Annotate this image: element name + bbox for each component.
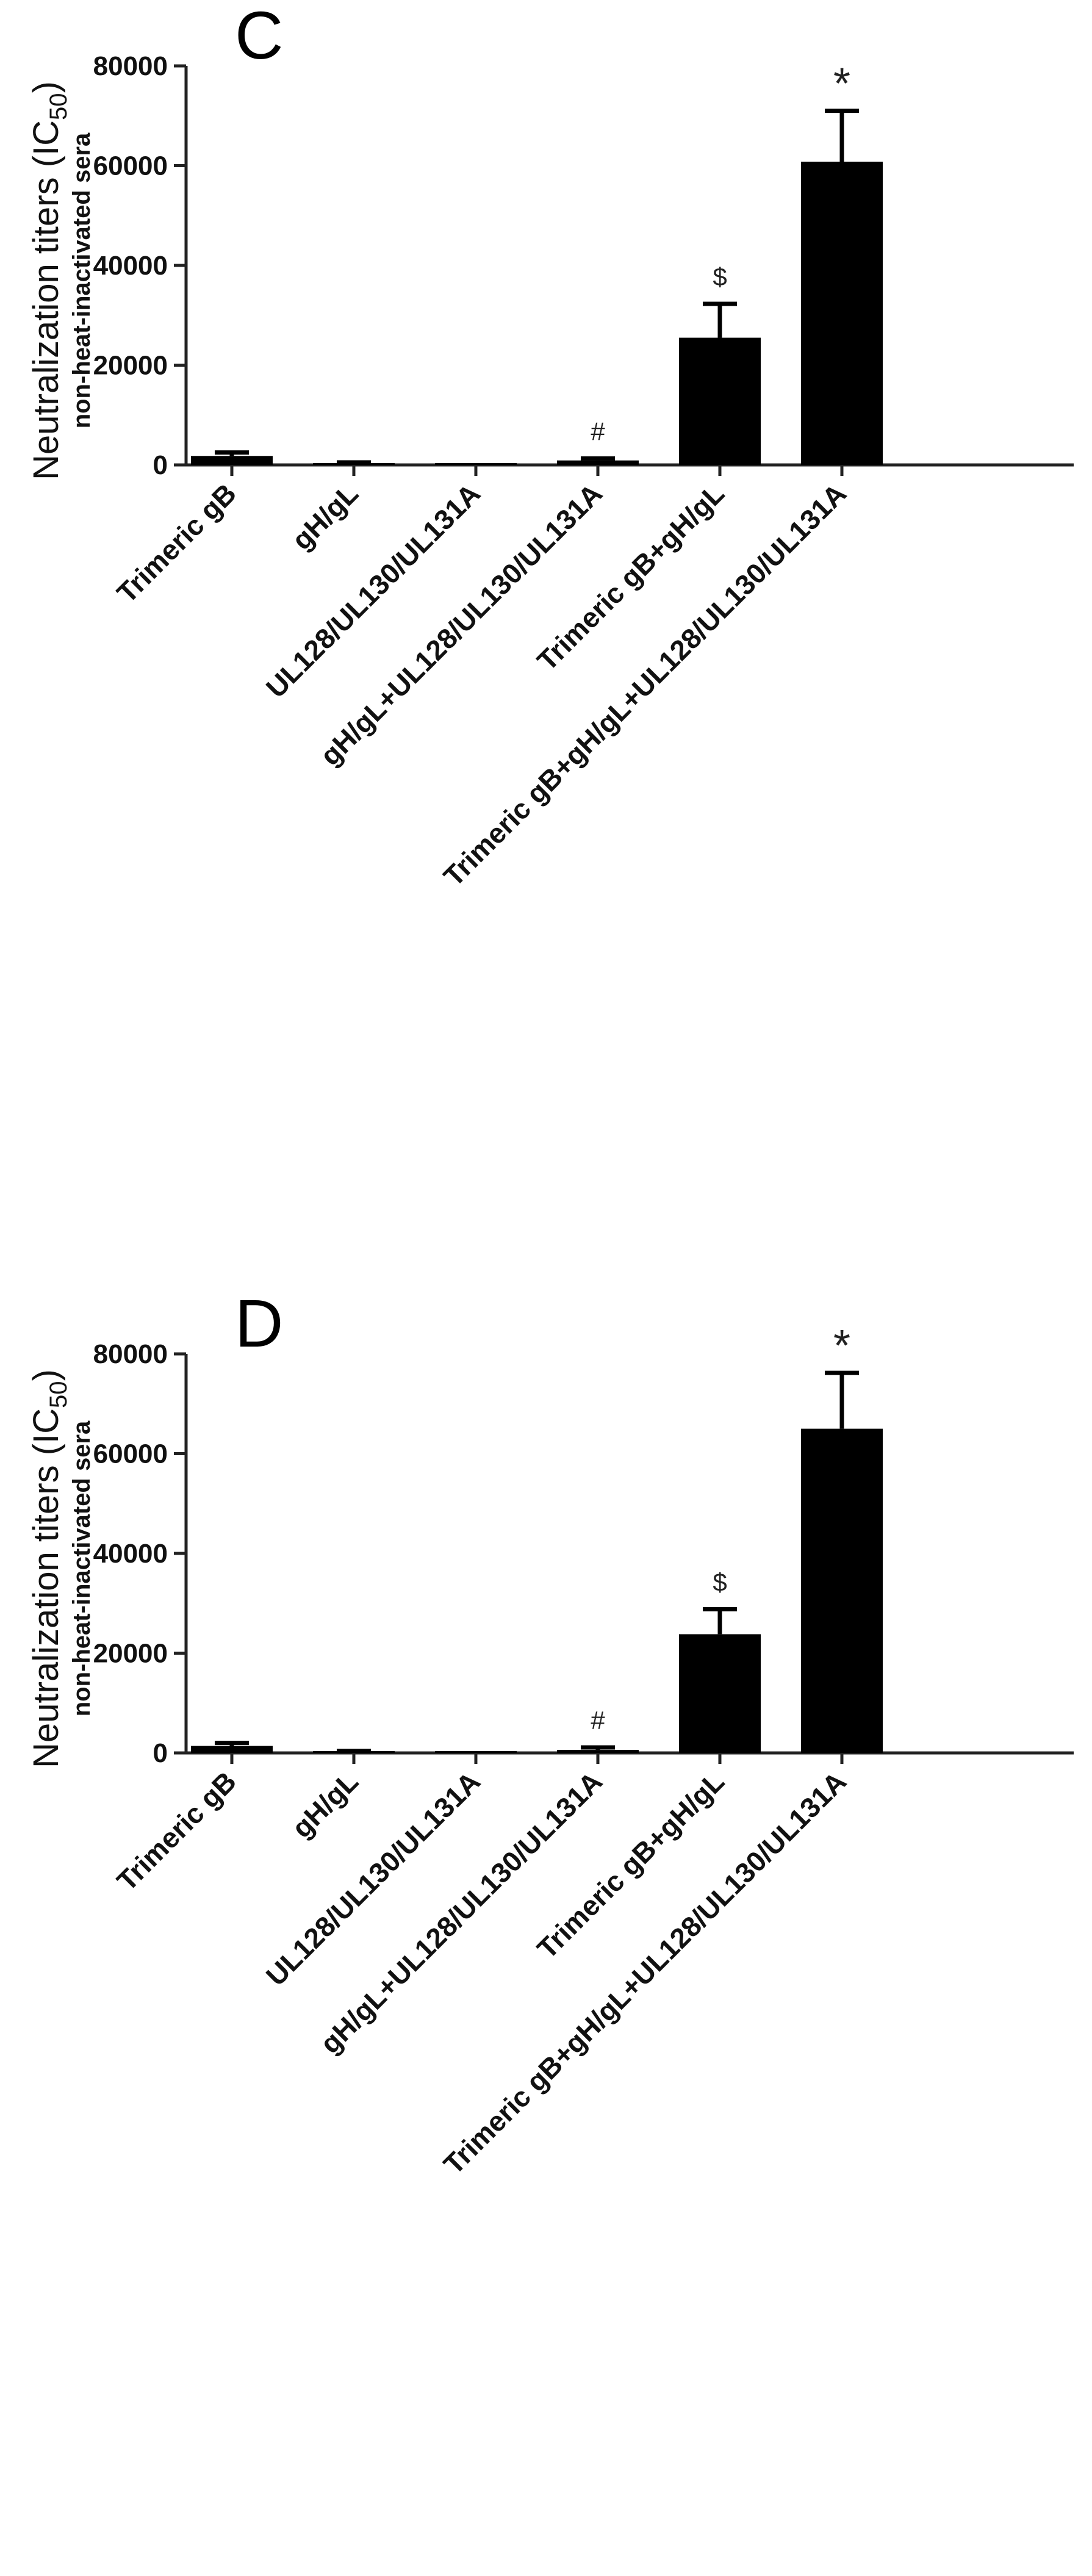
bar [557,460,639,465]
y-tick-label: 40000 [93,251,168,281]
x-tick-label-group: Trimeric gB [110,1765,242,1897]
y-axis-title-subscript: 50 [45,1381,72,1408]
bar [435,463,517,465]
bar [679,1634,761,1753]
bar [679,337,761,465]
x-tick-label: Trimeric gB [110,477,242,609]
y-tick-label: 20000 [93,351,168,381]
panel-label: C [235,0,283,73]
y-axis-subtitle: non-heat-inactivated sera [68,132,95,428]
y-axis-title-main: Neutralization titers (IC [26,120,66,480]
y-tick-label: 0 [153,1738,168,1768]
panel-label: D [235,1288,283,1361]
x-tick-label: Trimeric gB [110,1765,242,1897]
x-tick-label-group: gH/gL [286,477,364,556]
x-tick-label-group: gH/gL [286,1765,364,1844]
x-tick-label: UL128/UL130/UL131A [260,1765,486,1991]
y-tick-label: 0 [153,450,168,480]
bar [801,1428,883,1753]
y-axis-title-end: ) [26,81,66,93]
bar [557,1750,639,1753]
y-axis-title-end: ) [26,1369,66,1381]
significance-marker: * [833,60,850,109]
significance-marker: $ [713,1568,727,1597]
bar [435,1751,517,1753]
x-tick-label: UL128/UL130/UL131A [260,477,486,703]
y-axis-title: Neutralization titers (IC50) [26,81,72,480]
x-tick-label-group: UL128/UL130/UL131A [260,1765,486,1991]
y-axis-subtitle: non-heat-inactivated sera [68,1420,95,1716]
significance-marker: # [591,417,605,445]
y-tick-label: 60000 [93,151,168,181]
y-axis-title-subscript: 50 [45,93,72,120]
y-tick-label: 80000 [93,1339,168,1369]
y-tick-label: 60000 [93,1439,168,1469]
x-tick-label-group: Trimeric gB [110,477,242,609]
x-tick-label-group: UL128/UL130/UL131A [260,477,486,703]
bar [313,463,395,465]
y-axis-title-group: Neutralization titers (IC50)non-heat-ina… [26,81,95,480]
y-tick-label: 80000 [93,51,168,81]
y-axis-title-main: Neutralization titers (IC [26,1408,66,1768]
bar [191,456,273,465]
significance-marker: # [591,1706,605,1735]
y-tick-label: 40000 [93,1539,168,1569]
bar [191,1746,273,1753]
y-axis-title-group: Neutralization titers (IC50)non-heat-ina… [26,1369,95,1768]
x-tick-label: gH/gL [286,477,364,556]
chart-panel-c: C Neutralization titers (IC50) non-heat-in… [26,0,1074,893]
chart-panel-d: D Neutralization titers (IC50) non-heat-in… [0,1288,1092,2576]
x-tick-label: gH/gL [286,1765,364,1844]
significance-marker: $ [713,262,727,291]
y-axis-title: Neutralization titers (IC50) [26,1369,72,1768]
significance-marker: * [833,1322,850,1370]
y-tick-label: 20000 [93,1639,168,1669]
bar [801,161,883,465]
bar [313,1751,395,1753]
